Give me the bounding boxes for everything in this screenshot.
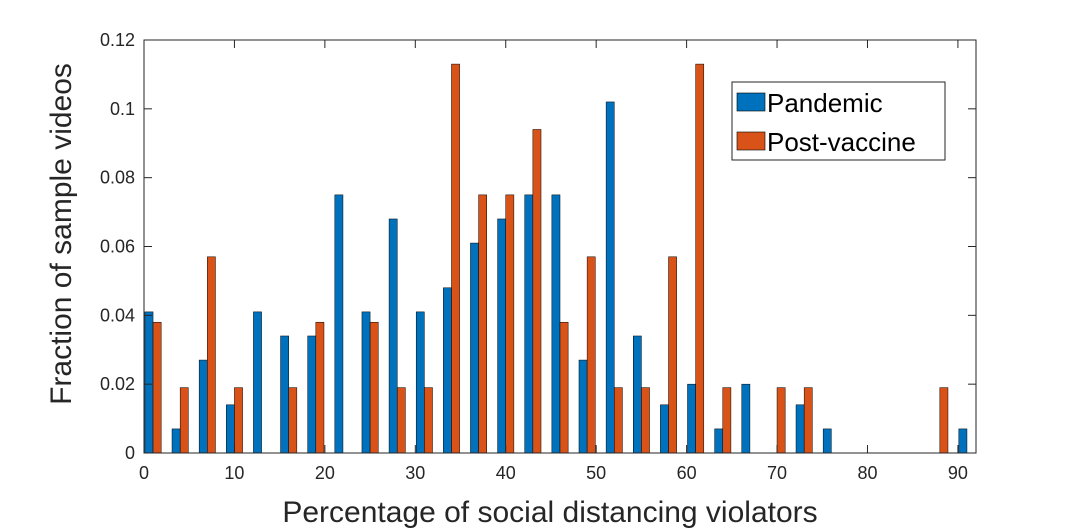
- y-axis-label: Fraction of sample videos: [45, 63, 78, 405]
- bar-post-vaccine: [396, 387, 406, 454]
- bar-pandemic: [578, 359, 588, 454]
- bar-post-vaccine: [369, 321, 379, 454]
- x-tick-label: 40: [496, 463, 516, 483]
- axis-ticks: [143, 39, 976, 454]
- bar-post-vaccine: [668, 256, 677, 454]
- bar-pandemic: [361, 311, 371, 454]
- bar-post-vaccine: [424, 387, 433, 454]
- bar-pandemic: [253, 311, 262, 454]
- bar-post-vaccine: [939, 387, 949, 454]
- bar-pandemic: [497, 218, 506, 454]
- x-tick-label: 90: [948, 463, 968, 483]
- bar-pandemic: [958, 428, 968, 454]
- bar-post-vaccine: [614, 387, 623, 454]
- x-tick-label: 60: [677, 463, 697, 483]
- bar-pandemic: [795, 404, 805, 454]
- x-tick-label: 70: [767, 463, 787, 483]
- bar-post-vaccine: [505, 194, 515, 454]
- bar-pandemic: [633, 335, 642, 454]
- bar-pandemic: [551, 194, 561, 454]
- y-tick-label: 0.04: [100, 305, 135, 325]
- x-tick-label: 20: [315, 463, 335, 483]
- legend-swatch-pandemic: [736, 92, 766, 112]
- bar-pandemic: [605, 101, 615, 454]
- bars-group: [144, 63, 968, 454]
- bar-post-vaccine: [695, 63, 705, 454]
- bar-pandemic: [388, 218, 398, 454]
- bar-pandemic: [470, 242, 479, 454]
- x-axis-label: Percentage of social distancing violator…: [282, 496, 817, 529]
- y-tick-label: 0.08: [100, 168, 135, 188]
- bar-post-vaccine: [478, 194, 487, 454]
- bar-post-vaccine: [776, 387, 786, 454]
- bar-post-vaccine: [559, 321, 569, 454]
- legend-label-pandemic: Pandemic: [767, 88, 883, 118]
- bar-post-vaccine: [803, 387, 813, 454]
- bar-post-vaccine: [288, 387, 298, 454]
- bar-pandemic: [524, 194, 534, 454]
- y-tick-label: 0.12: [100, 30, 135, 50]
- x-tick-label: 30: [405, 463, 425, 483]
- bar-post-vaccine: [451, 63, 460, 454]
- y-tick-label: 0.1: [110, 99, 135, 119]
- x-tick-labels: 0 10 20 30 40 50 60 70 80 90: [139, 463, 968, 483]
- bar-post-vaccine: [722, 387, 732, 454]
- bar-pandemic: [334, 194, 344, 454]
- bar-pandemic: [415, 311, 425, 454]
- legend-box: [731, 81, 946, 161]
- bar-pandemic: [307, 335, 317, 454]
- bar-pandemic: [741, 383, 751, 454]
- x-tick-label: 80: [857, 463, 877, 483]
- y-tick-label: 0.06: [100, 237, 135, 257]
- legend-label-post-vaccine: Post-vaccine: [767, 127, 916, 157]
- y-tick-label: 0.02: [100, 374, 135, 394]
- bar-post-vaccine: [152, 321, 162, 454]
- legend-swatch-post-vaccine: [736, 131, 766, 151]
- x-tick-label: 0: [139, 463, 149, 483]
- bar-pandemic: [226, 404, 235, 454]
- bar-pandemic: [660, 404, 669, 454]
- bar-post-vaccine: [179, 387, 189, 454]
- bar-post-vaccine: [586, 256, 596, 454]
- bar-post-vaccine: [315, 321, 325, 454]
- bar-pandemic: [171, 428, 181, 454]
- y-tick-label: 0: [125, 443, 135, 463]
- bar-pandemic: [687, 383, 696, 454]
- legend: Pandemic Post-vaccine: [731, 81, 946, 161]
- bar-pandemic: [198, 359, 208, 454]
- y-tick-labels: 0 0.02 0.04 0.06 0.08 0.1 0.12: [100, 30, 135, 463]
- x-tick-label: 50: [586, 463, 606, 483]
- bar-pandemic: [714, 428, 724, 454]
- bar-post-vaccine: [234, 387, 243, 454]
- bar-post-vaccine: [207, 256, 216, 454]
- bar-pandemic: [443, 287, 452, 454]
- bar-post-vaccine: [532, 129, 542, 454]
- bar-post-vaccine: [641, 387, 650, 454]
- x-tick-label: 10: [224, 463, 244, 483]
- bar-pandemic: [144, 311, 154, 454]
- bar-pandemic: [822, 428, 832, 454]
- bar-pandemic: [280, 335, 289, 454]
